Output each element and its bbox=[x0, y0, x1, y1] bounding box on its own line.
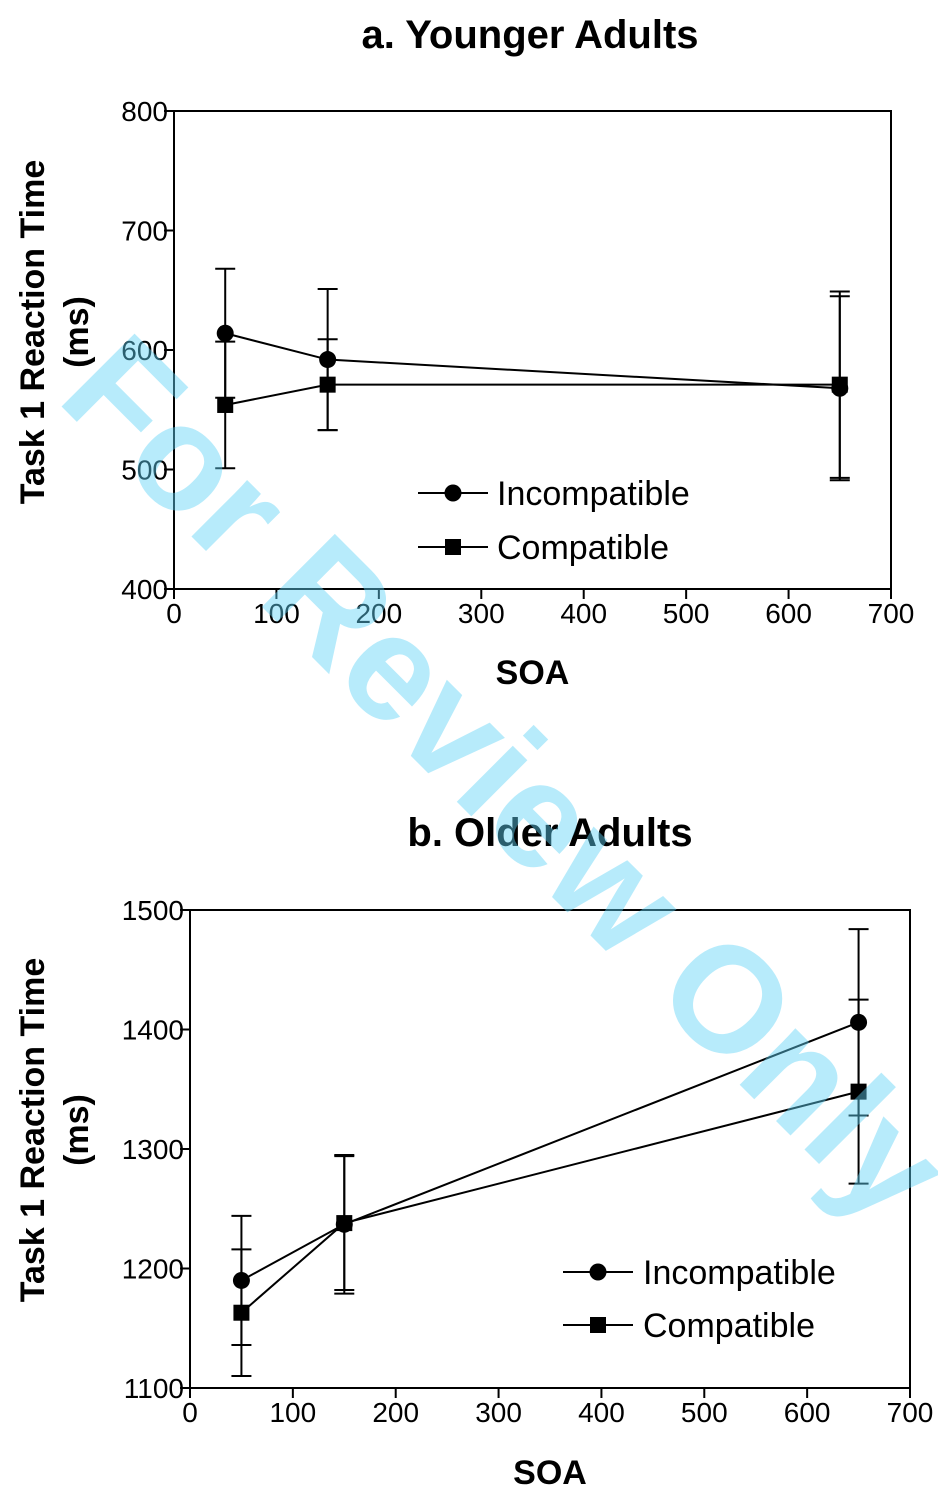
chart-title-a: a. Younger Adults bbox=[361, 13, 698, 57]
legend-marker-incompatible bbox=[444, 484, 462, 502]
y-tick-label-a: 700 bbox=[121, 216, 168, 247]
y-tick-label-a: 800 bbox=[121, 96, 168, 127]
x-tick-label-b: 0 bbox=[182, 1397, 198, 1428]
series-line-compatible-a bbox=[225, 383, 840, 406]
y-axis-unit-a: (ms) bbox=[58, 296, 96, 368]
y-tick-label-b: 1300 bbox=[122, 1134, 184, 1165]
legend-b: Incompatible Compatible bbox=[563, 1254, 836, 1345]
y-tick-label-a: 400 bbox=[121, 574, 168, 605]
legend-marker-incompatible bbox=[589, 1263, 607, 1281]
data-point-compatible-b bbox=[850, 1083, 867, 1100]
x-tick-label-a: 500 bbox=[663, 598, 710, 629]
legend-label-incompatible: Incompatible bbox=[643, 1254, 836, 1292]
x-tick-label-b: 100 bbox=[269, 1397, 316, 1428]
legend-label-compatible: Compatible bbox=[497, 529, 669, 567]
x-tick-label-a: 600 bbox=[765, 598, 812, 629]
data-point-incompatible-a bbox=[216, 324, 234, 342]
x-tick-label-a: 400 bbox=[560, 598, 607, 629]
chart-title-b: b. Older Adults bbox=[407, 811, 692, 855]
x-tick-label-b: 500 bbox=[681, 1397, 728, 1428]
data-point-compatible-a bbox=[217, 396, 234, 413]
x-tick-label-a: 700 bbox=[868, 598, 915, 629]
y-tick-label-b: 1100 bbox=[124, 1373, 184, 1404]
watermark-text: For Review Only bbox=[32, 303, 938, 1253]
data-point-compatible-b bbox=[233, 1304, 250, 1321]
x-axis-title-a: SOA bbox=[496, 654, 570, 692]
y-tick-label-b: 1200 bbox=[122, 1254, 184, 1285]
y-axis-title-a: Task 1 Reaction Time bbox=[14, 160, 52, 505]
data-point-compatible-b bbox=[336, 1215, 353, 1232]
y-tick-label-b: 1400 bbox=[122, 1015, 184, 1046]
legend-label-compatible: Compatible bbox=[643, 1307, 815, 1345]
y-axis-unit-b: (ms) bbox=[58, 1094, 96, 1166]
x-tick-label-b: 600 bbox=[784, 1397, 831, 1428]
x-axis-title-b: SOA bbox=[513, 1454, 587, 1487]
x-tick-label-a: 200 bbox=[355, 598, 402, 629]
x-tick-label-b: 400 bbox=[578, 1397, 625, 1428]
legend-marker-compatible bbox=[590, 1317, 606, 1333]
y-axis-title-b: Task 1 Reaction Time bbox=[14, 958, 52, 1303]
x-tick-label-b: 200 bbox=[372, 1397, 419, 1428]
x-tick-label-b: 300 bbox=[475, 1397, 522, 1428]
x-tick-label-b: 700 bbox=[887, 1397, 934, 1428]
x-tick-label-a: 0 bbox=[166, 598, 182, 629]
y-tick-label-b: 1500 bbox=[122, 895, 184, 926]
y-tick-label-a: 600 bbox=[121, 335, 168, 366]
legend-label-incompatible: Incompatible bbox=[497, 475, 690, 513]
legend-a: Incompatible Compatible bbox=[418, 475, 690, 567]
x-tick-label-a: 100 bbox=[253, 598, 300, 629]
data-point-compatible-a bbox=[831, 376, 848, 393]
data-point-compatible-a bbox=[319, 376, 336, 393]
chart-panel-b: b. Older Adults 0 100 200 300 400 500 600 700 110… bbox=[14, 811, 933, 1487]
y-tick-label-a: 500 bbox=[121, 455, 168, 486]
x-tick-label-a: 300 bbox=[458, 598, 505, 629]
series-line-incompatible-a bbox=[224, 332, 840, 390]
legend-marker-compatible bbox=[445, 539, 461, 555]
chart-panel-a: a. Younger Adults 0 100 200 300 400 500 600 700 4… bbox=[14, 13, 914, 692]
